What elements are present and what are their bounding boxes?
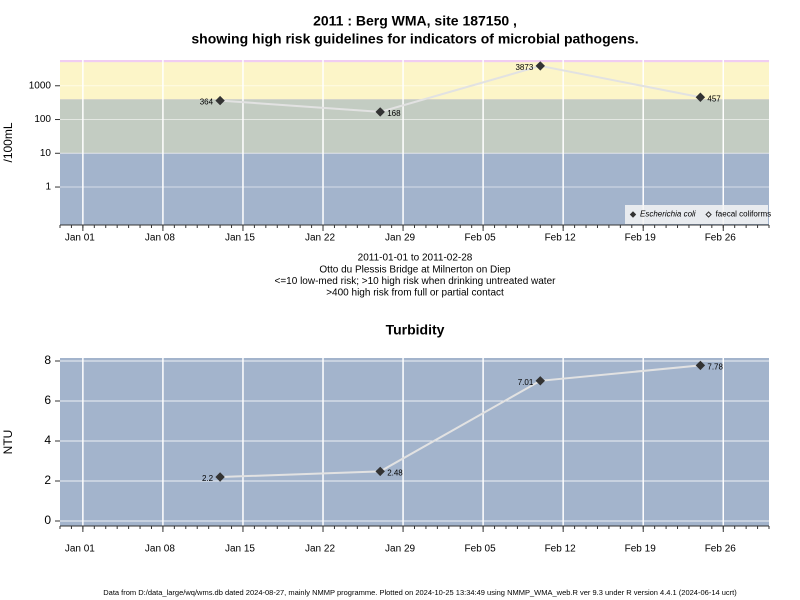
y-tick-label: 2 bbox=[44, 473, 51, 487]
plot-background bbox=[60, 358, 769, 526]
y-axis-label: NTU bbox=[1, 430, 15, 455]
note: >400 high risk from full or partial cont… bbox=[326, 288, 504, 299]
chart-title: Turbidity bbox=[386, 322, 445, 338]
x-tick-label: Jan 29 bbox=[385, 233, 415, 244]
value-label: 2.48 bbox=[387, 469, 403, 478]
x-tick-label: Jan 22 bbox=[305, 233, 335, 244]
x-tick-label: Jan 01 bbox=[65, 233, 95, 244]
legend-marker bbox=[629, 211, 637, 218]
x-tick-label: Feb 26 bbox=[705, 544, 737, 555]
x-tick-label: Jan 15 bbox=[225, 544, 255, 555]
value-label: 457 bbox=[707, 94, 721, 103]
x-tick-label: Jan 01 bbox=[65, 544, 95, 555]
x-tick-label: Feb 19 bbox=[625, 233, 657, 244]
x-tick-label: Jan 22 bbox=[305, 544, 335, 555]
legend-marker bbox=[705, 211, 712, 218]
y-tick-label: 10 bbox=[40, 148, 52, 159]
x-tick-label: Feb 05 bbox=[465, 544, 497, 555]
note: Otto du Plessis Bridge at Milnerton on D… bbox=[319, 264, 511, 275]
point bbox=[535, 61, 545, 71]
legend-label: faecal coliforms bbox=[716, 210, 772, 219]
legend-box bbox=[625, 205, 768, 224]
series-line bbox=[220, 64, 701, 113]
value-label: 2.2 bbox=[202, 474, 214, 483]
x-tick-label: Jan 08 bbox=[145, 544, 175, 555]
y-tick-label: 8 bbox=[44, 353, 51, 367]
point bbox=[215, 95, 225, 106]
point bbox=[695, 92, 706, 102]
y-tick-label: 100 bbox=[34, 114, 51, 125]
x-tick-label: Jan 15 bbox=[225, 233, 255, 244]
y-tick-label: 1 bbox=[45, 182, 51, 193]
risk-band bbox=[60, 62, 769, 100]
note: 2011-01-01 to 2011-02-28 bbox=[358, 253, 473, 264]
x-tick-label: Feb 12 bbox=[545, 544, 577, 555]
point bbox=[535, 376, 545, 386]
chart-title: showing high risk guidelines for indicat… bbox=[191, 31, 638, 47]
y-tick-label: 0 bbox=[44, 513, 51, 527]
x-tick-label: Jan 29 bbox=[385, 544, 415, 555]
x-tick-label: Feb 19 bbox=[625, 544, 657, 555]
y-axis-label: /100mL bbox=[1, 122, 15, 162]
point bbox=[215, 472, 225, 482]
value-label: 7.78 bbox=[707, 363, 723, 372]
y-tick-label: 4 bbox=[44, 433, 51, 447]
value-label: 168 bbox=[387, 109, 401, 118]
x-tick-label: Feb 26 bbox=[705, 233, 737, 244]
value-label: 364 bbox=[200, 98, 214, 107]
point bbox=[695, 360, 706, 371]
series-line bbox=[220, 364, 701, 478]
y-tick-label: 1000 bbox=[29, 80, 52, 91]
x-tick-label: Feb 05 bbox=[465, 233, 497, 244]
note: <=10 low-med risk; >10 high risk when dr… bbox=[275, 276, 557, 287]
legend-label: Escherichia coli bbox=[640, 210, 696, 219]
risk-band bbox=[60, 99, 769, 154]
x-tick-label: Jan 08 bbox=[145, 233, 175, 244]
point bbox=[375, 107, 385, 117]
value-label: 3873 bbox=[515, 63, 533, 72]
point bbox=[375, 466, 385, 477]
value-label: 7.01 bbox=[518, 378, 534, 387]
chart-title: 2011 : Berg WMA, site 187150 , bbox=[313, 13, 517, 29]
footer: Data from D:/data_large/wq/wms.db dated … bbox=[103, 588, 737, 597]
y-tick-label: 6 bbox=[44, 393, 51, 407]
x-tick-label: Feb 12 bbox=[545, 233, 577, 244]
